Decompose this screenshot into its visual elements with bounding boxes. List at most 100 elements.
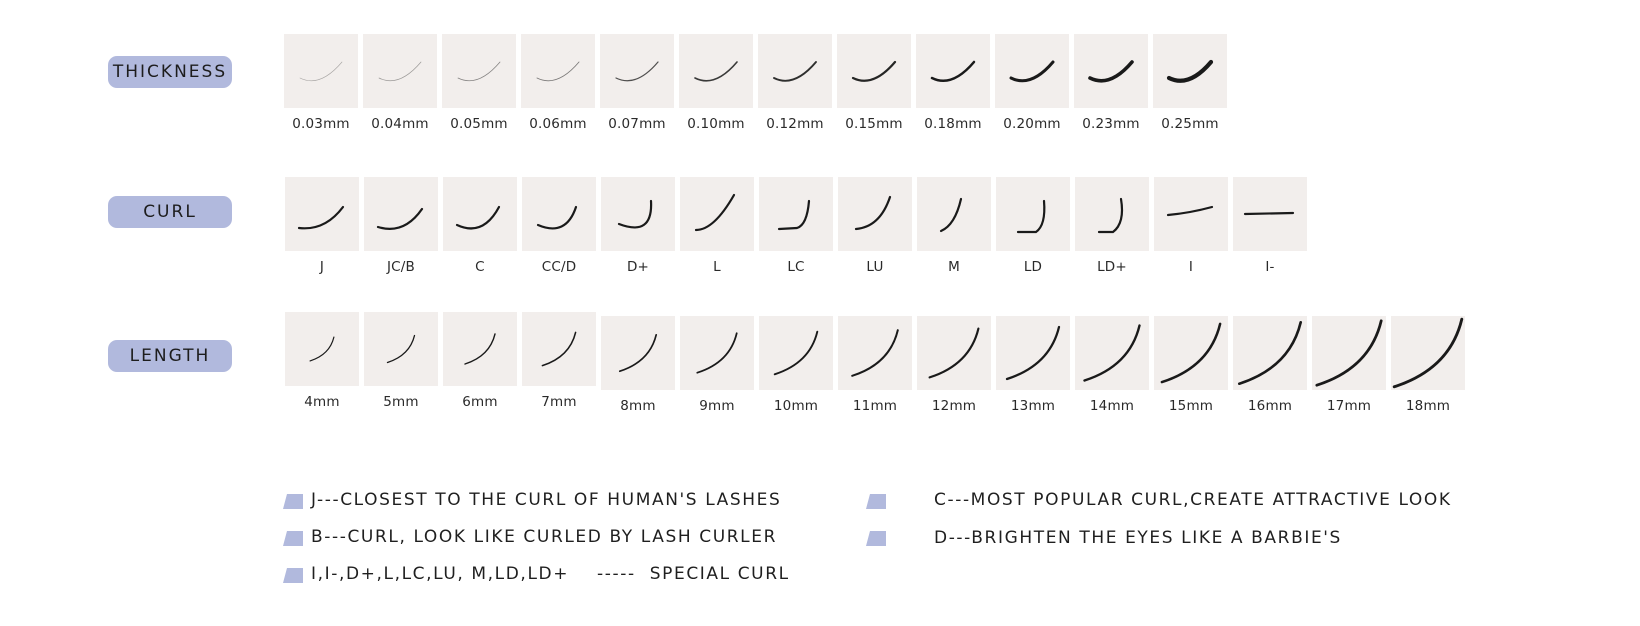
lash-curve-icon (694, 61, 738, 82)
lash-swatch-image (364, 312, 438, 386)
lash-curve (694, 61, 738, 82)
curl-swatch: LD+ (1075, 177, 1149, 275)
lash-curve-icon (1237, 320, 1303, 386)
swatch-label: LD+ (1097, 259, 1127, 275)
lash-curve-icon (1088, 60, 1134, 83)
lash-curve (773, 61, 817, 82)
lash-curve-icon (1005, 325, 1061, 381)
note-d-curl: D---BRIGHTEN THE EYES LIKE A BARBIE'S (934, 528, 1342, 548)
length-swatch: 14mm (1075, 316, 1149, 414)
swatch-label: CC/D (541, 259, 577, 275)
lash-swatch-image (363, 34, 437, 108)
lash-swatch-image (601, 177, 675, 251)
lash-curve-icon (536, 205, 578, 230)
lash-curve (386, 334, 416, 364)
lash-swatch-image (443, 312, 517, 386)
swatch-label: 7mm (541, 394, 577, 410)
lash-swatch-image (1074, 34, 1148, 108)
length-swatch: 11mm (838, 316, 912, 414)
swatch-label: LD (1023, 259, 1043, 275)
lash-curve (1097, 197, 1124, 234)
curl-swatch: JC/B (364, 177, 438, 275)
note-special-curl: I,I-,D+,L,LC,LU, M,LD,LD+ ----- SPECIAL … (311, 564, 790, 584)
swatch-label: 8mm (620, 398, 656, 414)
lash-curve-icon (1315, 319, 1383, 387)
lash-curve (378, 61, 422, 82)
curl-swatch: LU (838, 177, 912, 275)
thickness-swatch: 0.03mm (284, 34, 358, 132)
curl-swatch: C (443, 177, 517, 275)
lash-curve (1243, 211, 1295, 216)
lash-curve (297, 205, 345, 230)
bullet-icon (283, 494, 303, 509)
length-swatch: 6mm (443, 312, 517, 410)
lash-swatch-image (679, 34, 753, 108)
swatch-label: 0.20mm (1003, 116, 1061, 132)
lash-curve-icon (615, 61, 659, 82)
lash-curve-icon (1160, 322, 1222, 384)
lash-curve-icon (376, 207, 424, 230)
thickness-swatch: 0.12mm (758, 34, 832, 132)
curl-swatch: I (1154, 177, 1228, 275)
note-b-curl: B---CURL, LOOK LIKE CURLED BY LASH CURLE… (311, 527, 777, 547)
lash-curve (1160, 322, 1222, 384)
swatch-label: 4mm (304, 394, 340, 410)
lash-curve (1392, 317, 1464, 389)
thickness-swatch: 0.07mm (600, 34, 674, 132)
lash-curve (536, 61, 580, 82)
curl-swatch: LC (759, 177, 833, 275)
note-c-curl: C---MOST POPULAR CURL,CREATE ATTRACTIVE … (934, 490, 1452, 510)
curl-label: CURL (108, 196, 232, 228)
swatch-label: I- (1265, 259, 1275, 275)
swatch-label: 0.12mm (766, 116, 824, 132)
swatch-label: 11mm (852, 398, 898, 414)
swatch-label: 5mm (383, 394, 419, 410)
lash-curve-icon (1166, 59, 1214, 83)
note-j-curl: J---CLOSEST TO THE CURL OF HUMAN'S LASHE… (311, 490, 782, 510)
swatch-label: 0.18mm (924, 116, 982, 132)
lash-curve (694, 193, 736, 232)
lash-swatch-image (758, 34, 832, 108)
length-swatch: 13mm (996, 316, 1070, 414)
swatch-label: 9mm (699, 398, 735, 414)
lash-curve-icon (618, 333, 658, 373)
lash-curve-icon (777, 199, 811, 231)
thickness-swatch: 0.10mm (679, 34, 753, 132)
lash-curve-icon (1166, 205, 1214, 217)
swatch-label: 10mm (773, 398, 819, 414)
lash-curve-icon (1392, 317, 1464, 389)
swatch-label: I (1188, 259, 1194, 275)
lash-curve (696, 332, 738, 374)
length-swatch: 12mm (917, 316, 991, 414)
lash-curve (617, 199, 653, 229)
lash-curve-icon (386, 334, 416, 364)
lash-swatch-image (1391, 316, 1465, 390)
lash-swatch-image (1075, 177, 1149, 251)
lash-curve-icon (696, 332, 738, 374)
lash-curve (777, 199, 811, 231)
lash-swatch-image (1312, 316, 1386, 390)
lash-curve (1166, 205, 1214, 217)
lash-curve (1315, 319, 1383, 387)
lash-curve-icon (455, 205, 501, 230)
lash-swatch-image (522, 312, 596, 386)
lash-curve-icon (773, 61, 817, 82)
lash-curve-icon (297, 205, 345, 230)
lash-curve (773, 330, 819, 376)
swatch-label: 17mm (1326, 398, 1372, 414)
lash-curve (299, 61, 343, 82)
lash-swatch-image (837, 34, 911, 108)
lash-swatch-image (1154, 177, 1228, 251)
swatch-label: 0.15mm (845, 116, 903, 132)
lash-swatch-image (1233, 177, 1307, 251)
thickness-swatch: 0.15mm (837, 34, 911, 132)
bullet-icon (866, 531, 886, 546)
lash-swatch-image (284, 34, 358, 108)
swatch-label: M (948, 259, 960, 275)
lash-swatch-image (680, 316, 754, 390)
thickness-swatch: 0.23mm (1074, 34, 1148, 132)
length-swatch: 7mm (522, 312, 596, 410)
curl-swatch: I- (1233, 177, 1307, 275)
lash-swatch-image (443, 177, 517, 251)
length-swatch: 8mm (601, 316, 675, 414)
